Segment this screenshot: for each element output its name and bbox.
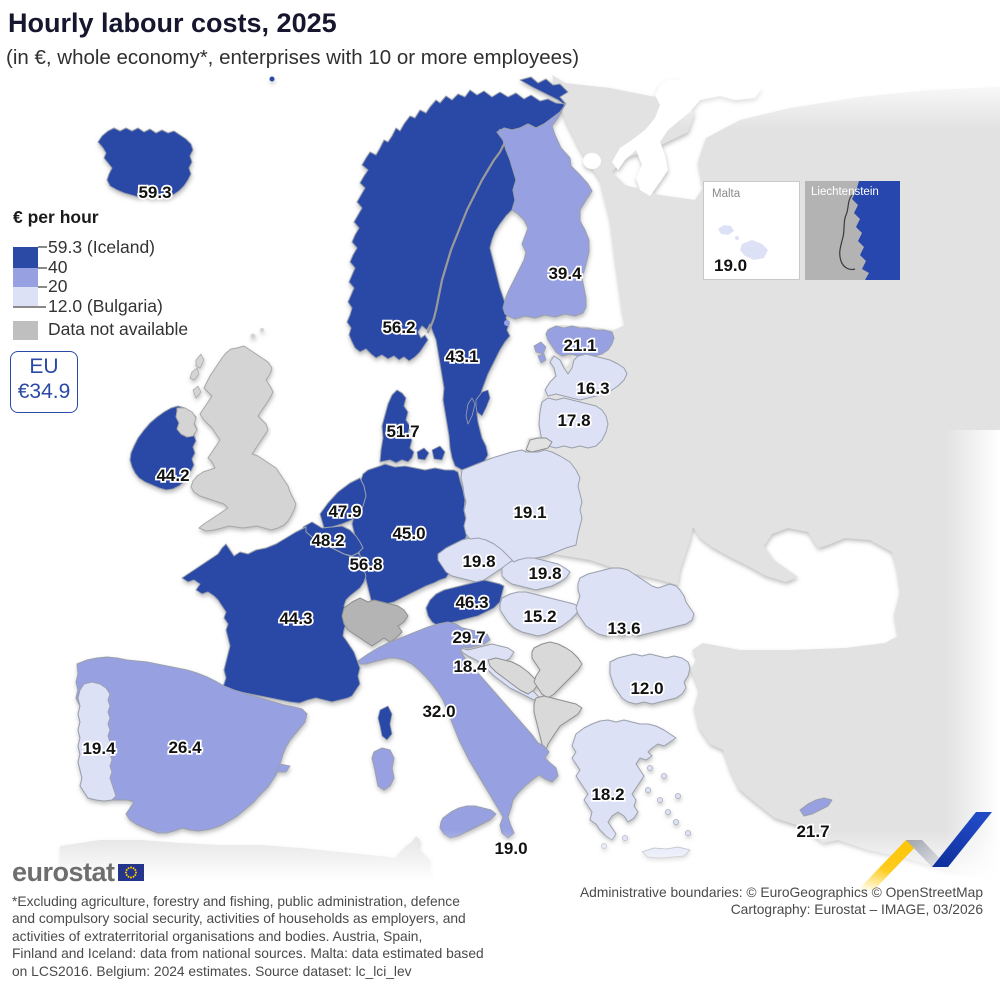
svg-text:21.1: 21.1: [563, 336, 596, 355]
svg-text:21.7: 21.7: [796, 822, 829, 841]
svg-text:59.3: 59.3: [138, 183, 171, 202]
svg-text:39.4: 39.4: [548, 264, 582, 283]
svg-text:19.8: 19.8: [528, 564, 561, 583]
svg-text:56.8: 56.8: [349, 555, 382, 574]
svg-text:45.0: 45.0: [392, 524, 425, 543]
svg-text:17.8: 17.8: [557, 411, 590, 430]
svg-text:19.8: 19.8: [462, 552, 495, 571]
svg-text:15.2: 15.2: [523, 607, 556, 626]
svg-text:44.2: 44.2: [156, 466, 189, 485]
svg-text:19.1: 19.1: [513, 503, 546, 522]
svg-text:29.7: 29.7: [452, 628, 485, 647]
svg-text:19.0: 19.0: [494, 839, 527, 858]
svg-text:44.3: 44.3: [279, 609, 312, 628]
svg-text:32.0: 32.0: [422, 702, 455, 721]
svg-text:19.4: 19.4: [82, 739, 116, 758]
svg-text:47.9: 47.9: [328, 502, 361, 521]
svg-text:46.3: 46.3: [455, 593, 488, 612]
svg-text:26.4: 26.4: [168, 738, 202, 757]
svg-text:48.2: 48.2: [311, 531, 344, 550]
svg-text:56.2: 56.2: [382, 318, 415, 337]
svg-text:16.3: 16.3: [576, 379, 609, 398]
svg-text:51.7: 51.7: [386, 422, 419, 441]
svg-text:18.2: 18.2: [591, 785, 624, 804]
svg-text:13.6: 13.6: [607, 619, 640, 638]
svg-text:12.0: 12.0: [630, 679, 663, 698]
svg-text:18.4: 18.4: [453, 657, 487, 676]
svg-text:43.1: 43.1: [445, 347, 478, 366]
